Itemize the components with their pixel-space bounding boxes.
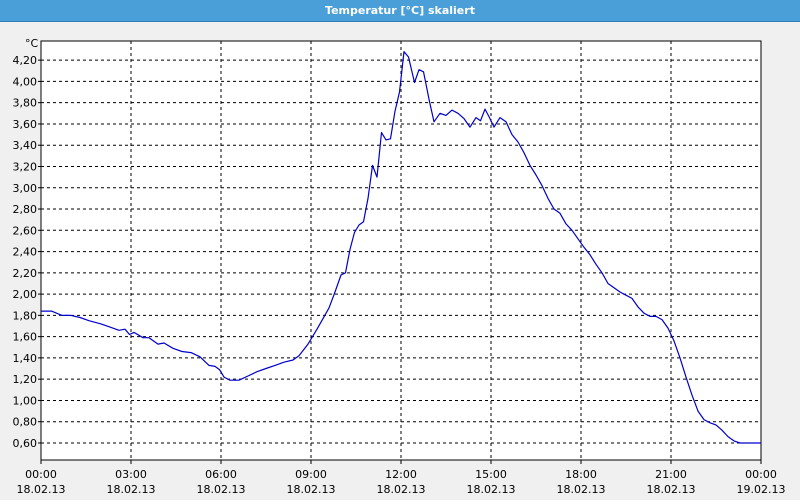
x-tick-time-label: 15:00 <box>475 468 507 481</box>
series-group <box>41 51 761 444</box>
y-tick-label: 1,00 <box>13 394 38 407</box>
y-tick-label: 2,80 <box>13 203 38 216</box>
x-tick-time-label: 21:00 <box>655 468 687 481</box>
y-tick-label: 2,60 <box>13 224 38 237</box>
y-tick-label: 1,40 <box>13 352 38 365</box>
x-tick-time-label: 12:00 <box>385 468 417 481</box>
x-tick-date-label: 18.02.13 <box>377 483 426 496</box>
y-tick-label: 3,20 <box>13 160 38 173</box>
y-tick-label: 2,00 <box>13 288 38 301</box>
y-tick-label: 2,20 <box>13 267 38 280</box>
y-tick-label: 2,40 <box>13 246 38 259</box>
y-tick-label: 1,60 <box>13 331 38 344</box>
y-tick-label: 0,80 <box>13 416 38 429</box>
y-axis-unit-label: °C <box>25 37 39 50</box>
y-tick-label: 1,80 <box>13 309 38 322</box>
x-tick-time-label: 18:00 <box>565 468 597 481</box>
y-tick-label: 3,60 <box>13 118 38 131</box>
y-axis: 4,20 4,00 3,80 3,60 3,40 3,20 3,00 2,80 2,60 2,40… <box>13 54 41 450</box>
chart-area: 4,20 4,00 3,80 3,60 3,40 3,20 3,00 2,80 2,60 2,40… <box>0 22 800 500</box>
y-tick-label: 4,00 <box>13 75 38 88</box>
grid-lines <box>41 41 761 460</box>
x-tick-date-label: 18.02.13 <box>557 483 606 496</box>
y-tick-label: 1,20 <box>13 373 38 386</box>
temperature-series-line <box>41 51 761 444</box>
x-tick-time-label: 00:00 <box>25 468 57 481</box>
y-tick-label: 3,00 <box>13 182 38 195</box>
x-tick-time-label: 00:00 <box>745 468 777 481</box>
x-tick-date-label: 18.02.13 <box>17 483 66 496</box>
x-axis: 00:00 18.02.13 03:00 18.02.13 06:00 18.02.13 0… <box>17 460 786 496</box>
chart-title: Temperatur [°C] skaliert <box>0 0 800 22</box>
x-tick-date-label: 19.02.13 <box>737 483 786 496</box>
x-tick-date-label: 18.02.13 <box>647 483 696 496</box>
x-tick-time-label: 09:00 <box>295 468 327 481</box>
x-tick-date-label: 18.02.13 <box>107 483 156 496</box>
y-tick-label: 3,40 <box>13 139 38 152</box>
y-tick-label: 3,80 <box>13 97 38 110</box>
x-tick-time-label: 06:00 <box>205 468 237 481</box>
x-tick-date-label: 18.02.13 <box>197 483 246 496</box>
x-tick-time-label: 03:00 <box>115 468 147 481</box>
x-tick-date-label: 18.02.13 <box>287 483 336 496</box>
x-tick-date-label: 18.02.13 <box>467 483 516 496</box>
temperature-chart: 4,20 4,00 3,80 3,60 3,40 3,20 3,00 2,80 2,60 2,40… <box>13 37 786 496</box>
y-tick-label: 4,20 <box>13 54 38 67</box>
y-tick-label: 0,60 <box>13 437 38 450</box>
